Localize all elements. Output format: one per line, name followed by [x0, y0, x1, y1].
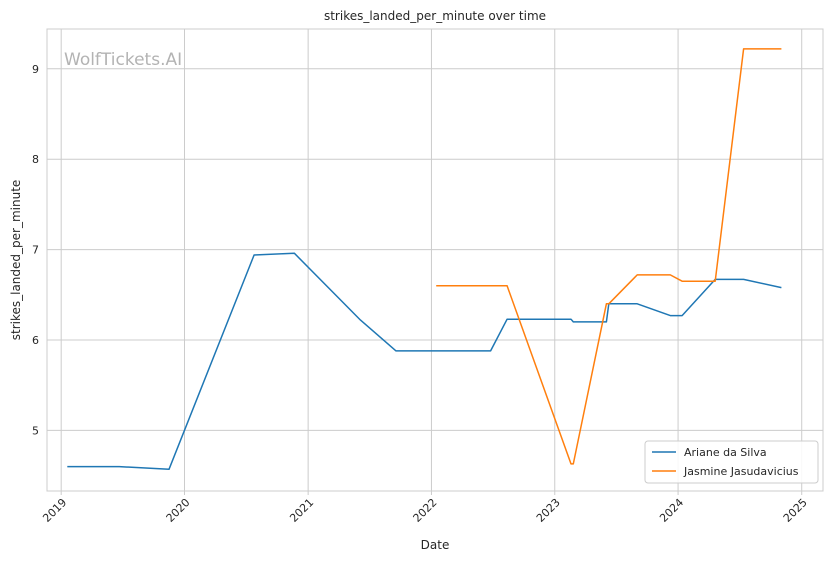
x-tick-label: 2024	[657, 496, 686, 525]
x-tick-label: 2021	[287, 496, 316, 525]
watermark: WolfTickets.AI	[64, 50, 182, 70]
legend-label-jasmine: Jasmine Jasudavicius	[683, 465, 799, 478]
y-tick-label: 6	[32, 334, 39, 347]
y-axis-title: strikes_landed_per_minute	[9, 180, 23, 341]
x-tick-label: 2019	[40, 496, 69, 525]
grid	[47, 29, 823, 495]
plot-area	[46, 28, 824, 492]
y-tick-label: 5	[32, 424, 39, 437]
x-tick-label: 2020	[164, 496, 193, 525]
series-line-ariane-da-silva	[67, 252, 782, 471]
legend-label-ariane: Ariane da Silva	[684, 446, 767, 459]
series-lines	[67, 48, 782, 471]
series-line-jasmine-jasudavicius	[436, 48, 782, 465]
y-tick-label: 9	[32, 63, 39, 76]
x-tick-label: 2025	[781, 496, 810, 525]
x-tick-label: 2023	[534, 496, 563, 525]
x-tick-label: 2022	[411, 496, 440, 525]
y-tick-label: 8	[32, 153, 39, 166]
chart-title: strikes_landed_per_minute over time	[324, 9, 546, 23]
y-tick-label: 7	[32, 244, 39, 257]
legend: Ariane da Silva Jasmine Jasudavicius	[644, 440, 819, 484]
legend-box	[644, 440, 819, 484]
x-axis-title: Date	[421, 538, 450, 552]
